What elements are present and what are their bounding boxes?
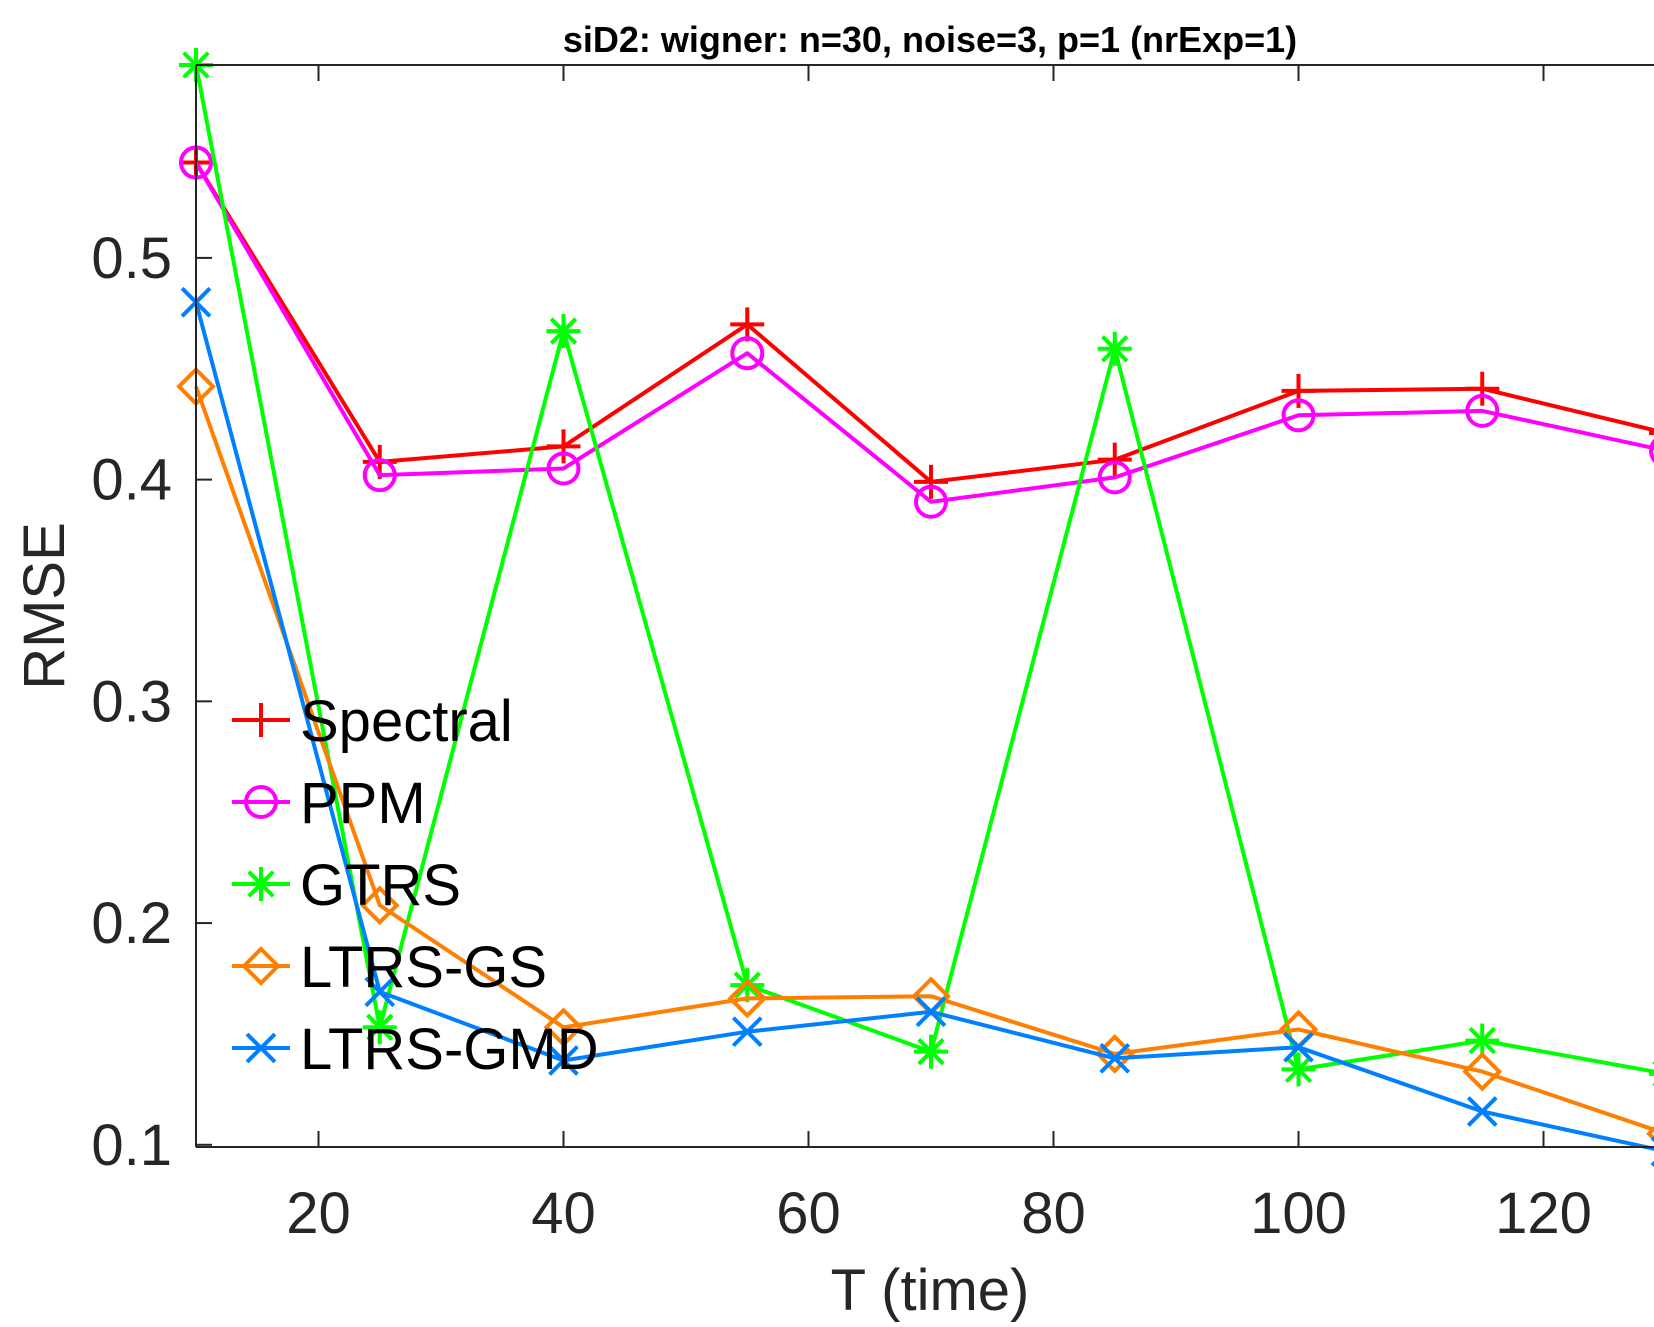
data-point-ltrs-gs-shape (359, 885, 400, 926)
y-tick-label: 0.5 (91, 226, 172, 291)
data-point-gtrs (362, 1010, 397, 1045)
legend-marker-gtrs (244, 867, 278, 901)
data-point-ppm (730, 336, 765, 371)
legend-marker-ltrs-gmd (245, 1032, 277, 1064)
data-point-ltrs-gs-shape (543, 1007, 584, 1048)
data-point-ppm-ring (546, 451, 581, 486)
y-tick-label: 0.1 (91, 1113, 172, 1178)
series-line-ltrs-gs (194, 385, 1654, 1132)
data-point-ltrs-gmd-d2 (915, 996, 947, 1028)
y-tick-label: 0.2 (91, 891, 172, 956)
legend-label-ltrs-gmd: LTRS-GMD (300, 1017, 599, 1082)
x-tick-label: 120 (1495, 1181, 1592, 1246)
data-point-ltrs-gs (359, 885, 400, 926)
data-point-ppm (546, 451, 581, 486)
data-point-ppm-ring (362, 458, 397, 493)
data-point-ltrs-gmd-d2 (548, 1045, 579, 1076)
data-point-gtrs-d2 (549, 317, 578, 345)
series-layer (176, 48, 1654, 1167)
x-tick-label: 40 (531, 1181, 596, 1246)
x-axis-label: T (time) (831, 1258, 1030, 1323)
data-point-ltrs-gmd-d2 (364, 976, 396, 1008)
data-point-ltrs-gmd (1466, 1096, 1498, 1127)
plot-area (196, 65, 1654, 1147)
data-point-ltrs-gmd (915, 996, 947, 1028)
legend-label-gtrs: GTRS (300, 853, 461, 918)
axes (195, 64, 1654, 1148)
legend-marker-ltrs-gs-shape (241, 946, 281, 986)
data-point-ltrs-gs (727, 978, 768, 1019)
data-point-gtrs-d2 (1101, 335, 1129, 363)
data-point-ltrs-gmd-d2 (731, 1016, 763, 1048)
data-point-spectral (730, 307, 765, 342)
legend: Spectral PPM GTRS LTRS-GS LTRS-GMD (232, 689, 599, 1082)
data-point-gtrs (1097, 331, 1132, 366)
data-point-ltrs-gs-shape (727, 978, 768, 1019)
data-point-ppm (1649, 438, 1654, 463)
y-axis-label: RMSE (12, 522, 77, 690)
data-point-gtrs-d2 (1468, 1026, 1496, 1055)
y-tick-label: 0.4 (91, 448, 172, 513)
data-point-spectral (1465, 371, 1500, 406)
data-point-ppm-ring (1281, 398, 1316, 433)
data-point-ltrs-gmd (731, 1016, 763, 1048)
data-point-ppm (1281, 398, 1316, 433)
data-point-ppm (914, 484, 948, 519)
series-line-ppm (194, 161, 1654, 504)
data-point-ltrs-gmd (364, 976, 396, 1008)
data-point-ppm-ring (1465, 393, 1500, 428)
legend-marker-spectral (244, 703, 278, 737)
data-point-ppm (1097, 460, 1132, 495)
data-point-gtrs-d2 (366, 1013, 394, 1041)
data-point-ppm-ring (914, 484, 948, 519)
data-point-gtrs (1281, 1052, 1316, 1087)
data-point-ppm (1465, 393, 1500, 428)
data-point-ltrs-gmd (548, 1045, 579, 1076)
data-point-gtrs (914, 1034, 948, 1069)
data-point-ltrs-gmd-d2 (1283, 1031, 1314, 1063)
chart-title: siD2: wigner: n=30, noise=3, p=1 (nrExp=… (563, 19, 1297, 60)
x-tick-label: 80 (1021, 1181, 1086, 1246)
data-point-spectral (1097, 442, 1132, 477)
data-point-ppm-ring (1097, 460, 1132, 495)
legend-marker-ltrs-gmd-d2 (245, 1032, 277, 1064)
data-point-ltrs-gs-shape (1462, 1051, 1503, 1092)
legend-marker-gtrs-d2 (247, 870, 275, 898)
data-point-ppm (362, 458, 397, 493)
data-point-ltrs-gmd (1099, 1042, 1131, 1074)
data-point-spectral (546, 429, 581, 464)
legend-marker-ppm-ring (244, 785, 278, 819)
legend-label-ltrs-gs: LTRS-GS (300, 935, 547, 1000)
data-point-spectral (914, 464, 948, 499)
x-tick-label: 100 (1250, 1181, 1347, 1246)
data-point-ltrs-gmd-d2 (1099, 1042, 1131, 1074)
data-point-gtrs (546, 314, 581, 349)
data-point-ltrs-gmd (1283, 1031, 1314, 1063)
data-point-ppm-ring (730, 336, 765, 371)
ticks: 20 40 60 80 100 120 0.1 0.2 0.3 0.4 0.5 (91, 65, 1592, 1246)
data-point-gtrs-d2 (1284, 1055, 1313, 1084)
data-point-ltrs-gs (1462, 1051, 1503, 1092)
data-point-gtrs-d2 (733, 971, 761, 999)
data-point-gtrs-d2 (917, 1038, 945, 1066)
data-point-ppm-ring (1649, 438, 1654, 463)
legend-marker-ppm (244, 785, 278, 819)
legend-marker-ltrs-gs (241, 946, 281, 986)
legend-label-spectral: Spectral (300, 689, 513, 754)
data-point-ltrs-gmd-d2 (1466, 1096, 1498, 1127)
y-tick-label: 0.3 (91, 669, 172, 734)
x-tick-label: 60 (776, 1181, 841, 1246)
data-point-ltrs-gs (543, 1007, 584, 1048)
x-tick-label: 20 (286, 1181, 351, 1246)
legend-label-ppm: PPM (300, 771, 426, 836)
